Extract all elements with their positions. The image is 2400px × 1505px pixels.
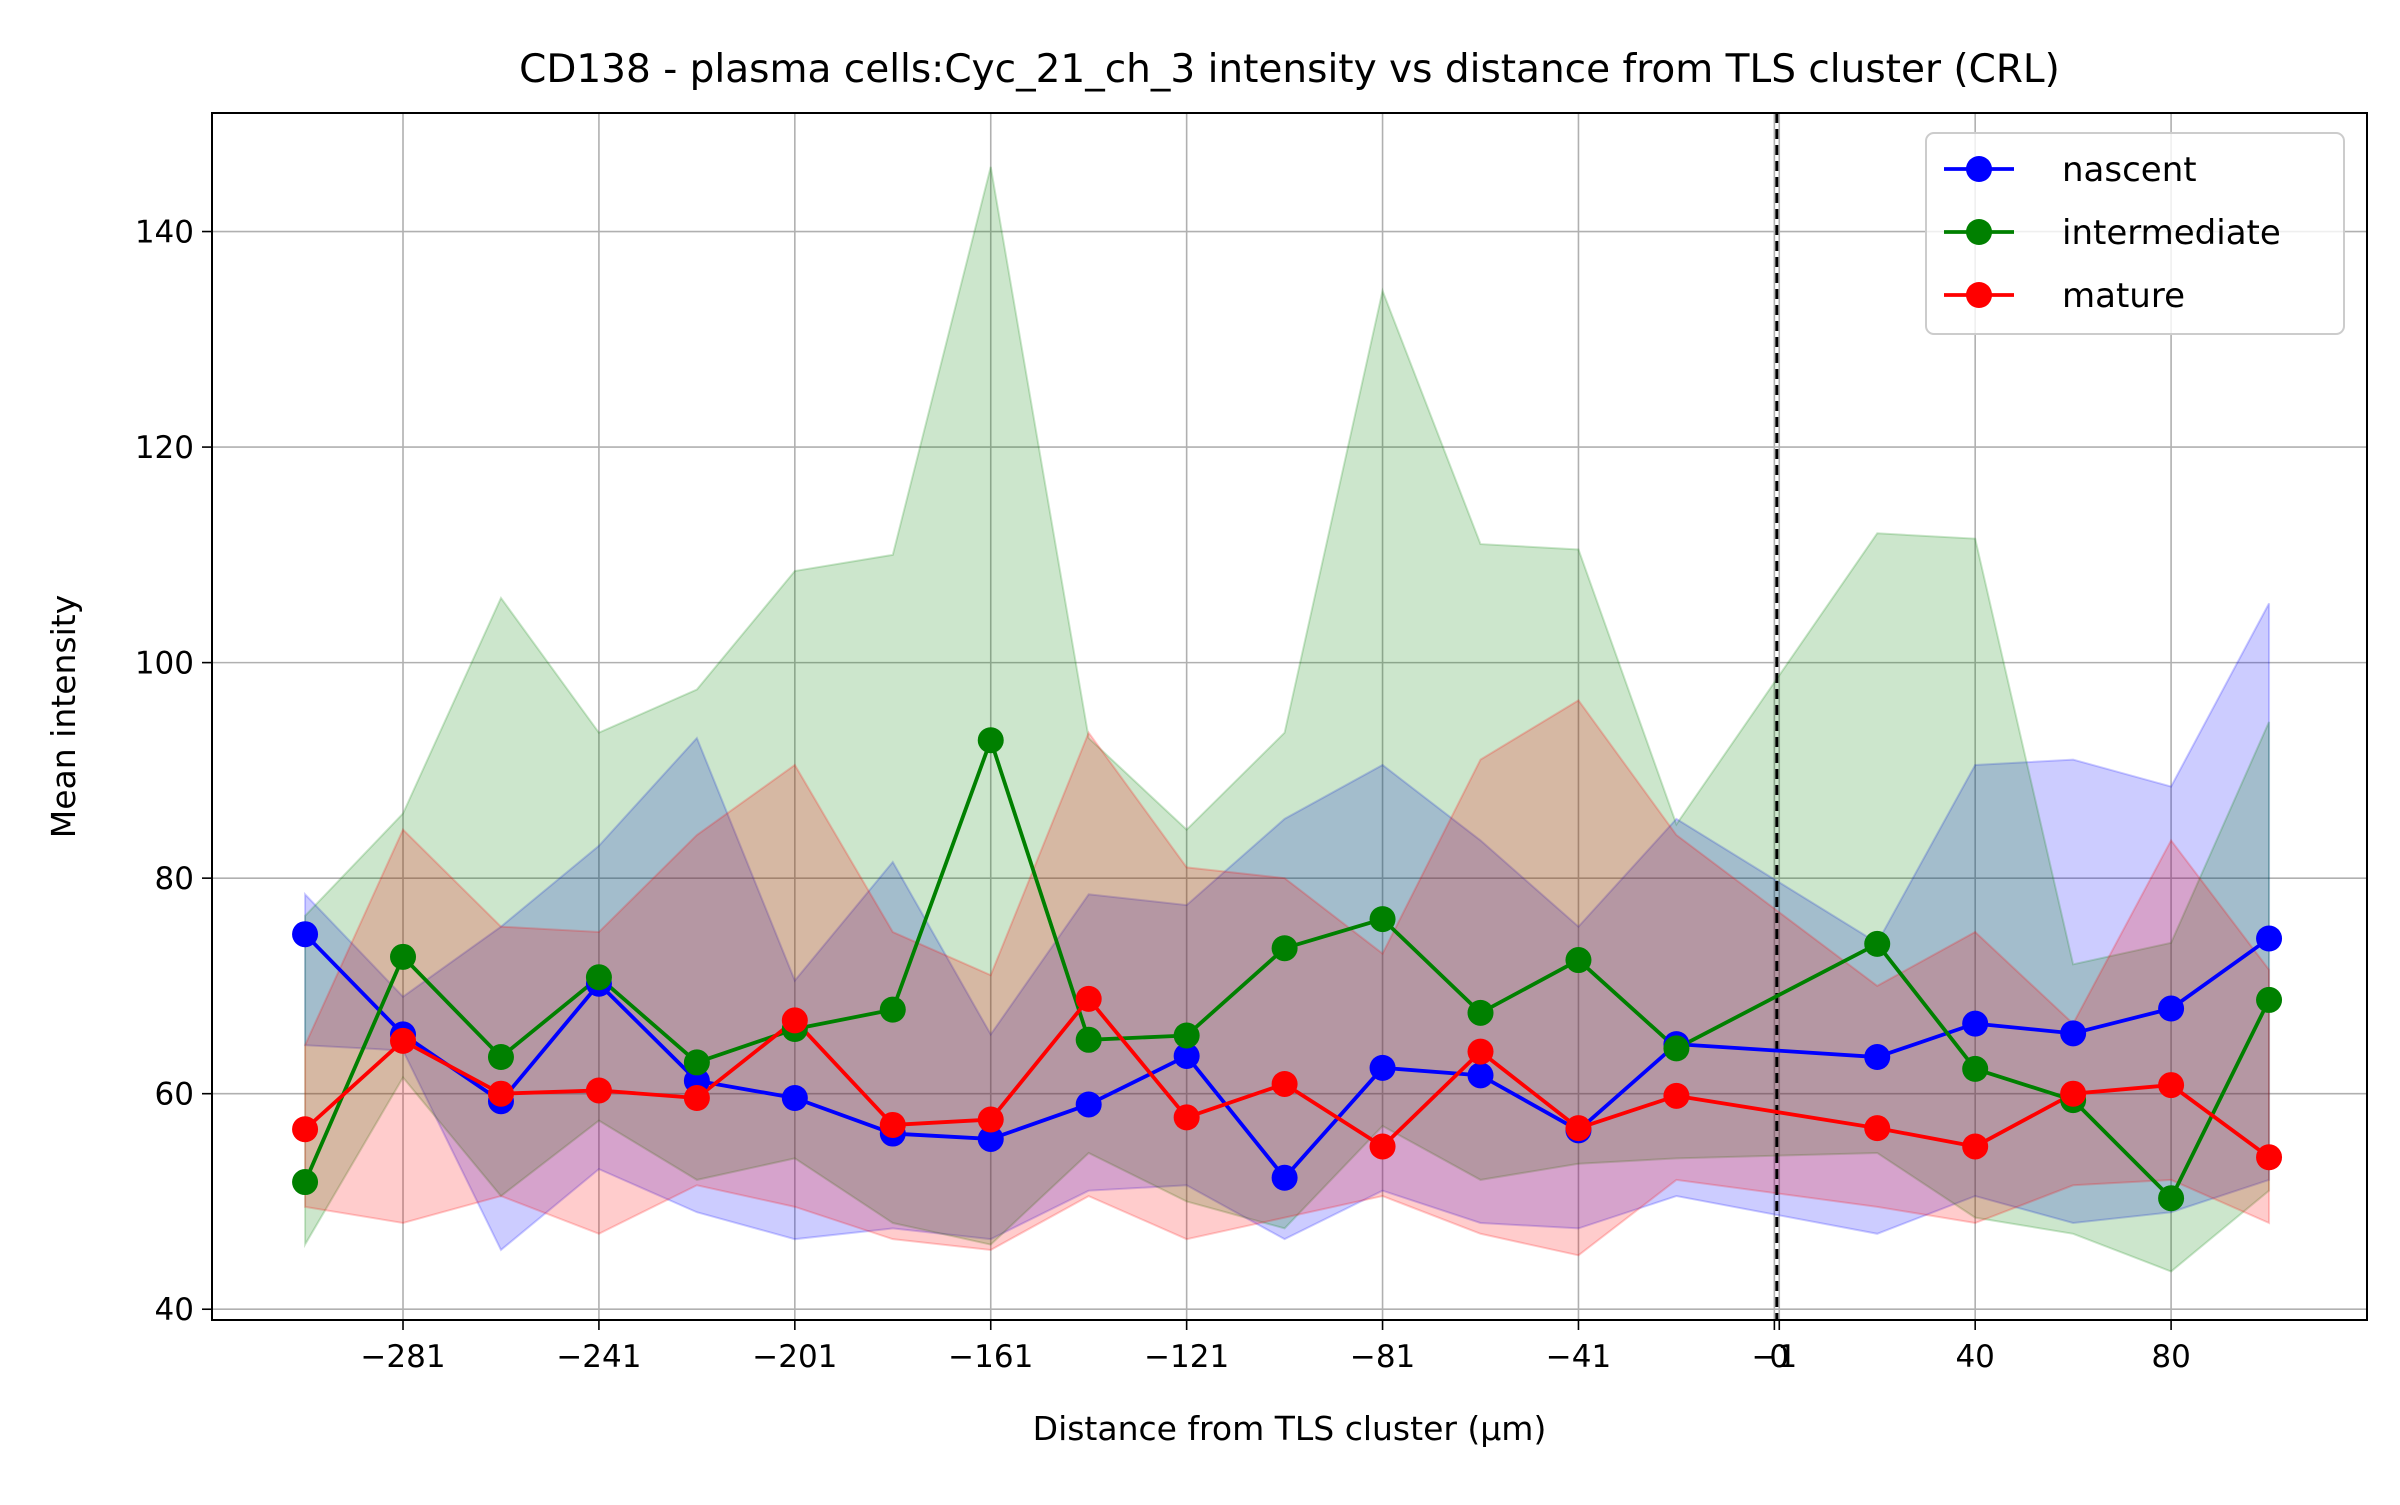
point-nascent <box>292 921 319 948</box>
point-nascent <box>1369 1054 1396 1081</box>
point-nascent <box>1467 1062 1494 1089</box>
point-nascent <box>1962 1010 1989 1037</box>
legend-marker-intermediate <box>1966 219 1992 245</box>
point-mature <box>2060 1080 2087 1107</box>
point-intermediate <box>487 1044 514 1071</box>
point-mature <box>781 1007 808 1034</box>
legend-label-intermediate: intermediate <box>2062 213 2281 253</box>
point-mature <box>1962 1133 1989 1160</box>
point-nascent <box>977 1125 1004 1152</box>
point-mature <box>1467 1038 1494 1065</box>
point-mature <box>1864 1115 1891 1142</box>
x-tick-label: −41 <box>1546 1339 1611 1375</box>
point-nascent <box>1864 1044 1891 1071</box>
point-mature <box>1075 985 1102 1012</box>
point-mature <box>1369 1133 1396 1160</box>
point-intermediate <box>292 1169 319 1196</box>
point-intermediate <box>1663 1035 1690 1062</box>
y-axis-label: Mean intensity <box>44 595 83 838</box>
point-intermediate <box>1864 930 1891 957</box>
legend-marker-nascent <box>1966 156 1992 182</box>
y-tick-label: 140 <box>135 215 194 251</box>
x-tick-label: −1 <box>1752 1339 1798 1375</box>
y-tick-label: 100 <box>135 646 194 682</box>
x-tick-label: −241 <box>556 1339 641 1375</box>
axis-ticks: −281 −241 −201 −161 −121 −81 −41 −10 40 80 40 60 80 1… <box>135 215 2191 1375</box>
point-mature <box>879 1111 906 1138</box>
point-mature <box>1271 1070 1298 1097</box>
point-intermediate <box>2256 986 2283 1013</box>
point-nascent <box>2060 1020 2087 1047</box>
plot-frame <box>211 112 2368 1321</box>
legend-box <box>1925 132 2345 335</box>
x-tick-label: 0 <box>1769 1339 1789 1375</box>
grid <box>212 113 2367 1320</box>
legend: nascent intermediate mature <box>1925 132 2345 335</box>
point-intermediate <box>1075 1026 1102 1053</box>
point-intermediate <box>1271 935 1298 962</box>
point-mature <box>585 1077 612 1104</box>
legend-marker-mature <box>1966 282 1992 308</box>
point-intermediate <box>1173 1022 1200 1049</box>
x-tick-label: −281 <box>360 1339 445 1375</box>
series-points <box>292 727 2283 1212</box>
point-intermediate <box>879 996 906 1023</box>
series-lines <box>303 738 2271 1201</box>
y-tick-label: 60 <box>155 1077 194 1113</box>
x-tick-label: −201 <box>752 1339 837 1375</box>
point-nascent <box>1075 1091 1102 1118</box>
point-mature <box>292 1116 319 1143</box>
y-tick-label: 40 <box>155 1292 194 1328</box>
point-nascent <box>781 1084 808 1111</box>
point-intermediate <box>585 964 612 991</box>
x-tick-label: 40 <box>1955 1339 1994 1375</box>
point-intermediate <box>2158 1185 2185 1212</box>
y-tick-label: 80 <box>155 861 194 897</box>
point-mature <box>683 1084 710 1111</box>
point-intermediate <box>1467 999 1494 1026</box>
x-tick-label: −81 <box>1350 1339 1415 1375</box>
point-intermediate <box>977 727 1004 754</box>
point-mature <box>1173 1104 1200 1131</box>
line-mature <box>303 996 2271 1159</box>
point-intermediate <box>1962 1055 1989 1082</box>
point-mature <box>487 1080 514 1107</box>
y-tick-label: 120 <box>135 430 194 466</box>
point-nascent <box>1271 1164 1298 1191</box>
point-mature <box>1663 1082 1690 1109</box>
legend-label-nascent: nascent <box>2062 150 2197 190</box>
x-tick-label: −161 <box>948 1339 1033 1375</box>
point-intermediate <box>1369 906 1396 933</box>
legend-label-mature: mature <box>2062 276 2185 316</box>
point-nascent <box>2158 995 2185 1022</box>
point-intermediate <box>390 943 417 970</box>
x-tick-label: −121 <box>1144 1339 1229 1375</box>
point-mature <box>977 1106 1004 1133</box>
point-intermediate <box>1565 947 1592 974</box>
point-nascent <box>2256 925 2283 952</box>
line-intermediate <box>303 738 2271 1201</box>
x-tick-label: 80 <box>2151 1339 2190 1375</box>
point-mature <box>2158 1072 2185 1099</box>
band-mature <box>304 699 2271 1257</box>
point-mature <box>390 1027 417 1054</box>
point-intermediate <box>683 1049 710 1076</box>
x-axis-label: Distance from TLS cluster (μm) <box>1033 1409 1547 1448</box>
chart-title: CD138 - plasma cells:Cyc_21_ch_3 intensi… <box>519 47 2060 92</box>
line-nascent <box>303 932 2271 1180</box>
point-nascent <box>1173 1042 1200 1069</box>
point-mature <box>1565 1115 1592 1142</box>
point-mature <box>2256 1144 2283 1171</box>
